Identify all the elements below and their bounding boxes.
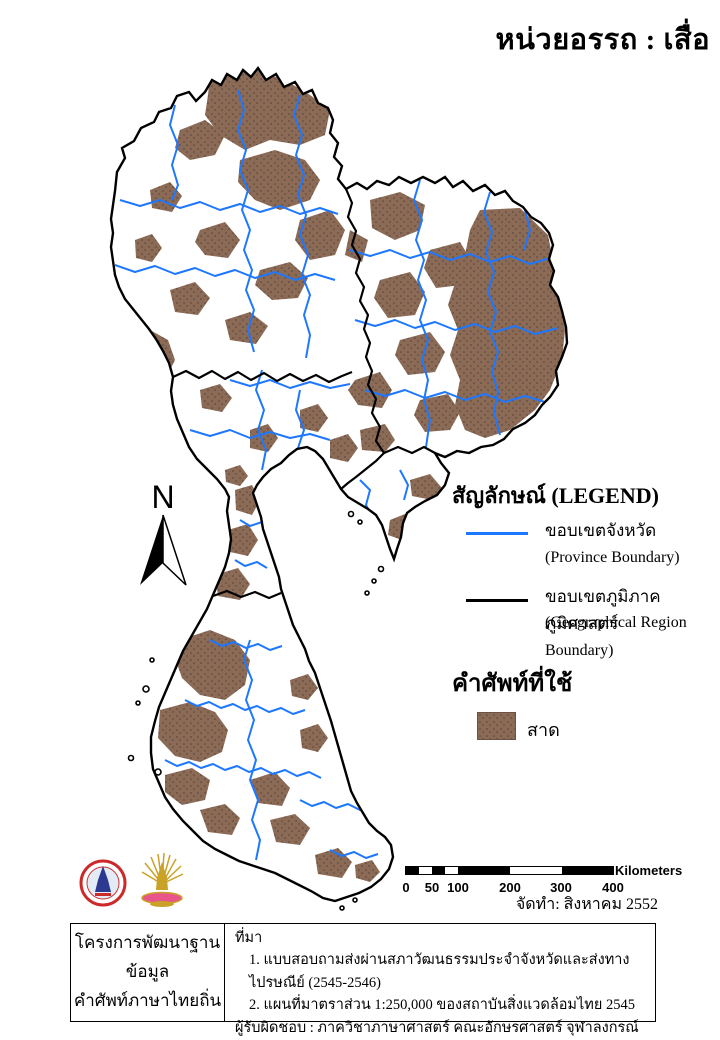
scale-tick: 400 [602, 880, 624, 895]
dialect-term-swatch-icon [477, 712, 516, 740]
scale-segment [510, 867, 562, 874]
province-boundary-line-icon [466, 532, 528, 535]
map-title: หน่วยอรรถ : เสื่อ [495, 24, 710, 56]
scale-tick: 300 [550, 880, 572, 895]
project-line1: โครงการพัฒนาฐานข้อมูล [74, 933, 221, 982]
legend-province-label-en: (Province Boundary) [545, 549, 680, 566]
scale-unit-label: Kilometers [615, 863, 683, 878]
north-arrow-icon: N [140, 479, 187, 586]
footer-info-box: โครงการพัฒนาฐานข้อมูล คำศัพท์ภาษาไทยถิ่น… [70, 923, 656, 1036]
legend-region-label-en-line1: (Geographical Region [545, 614, 687, 631]
source-item: 1. แบบสอบถามส่งผ่านสภาวัฒนธรรมประจำจังหว… [249, 952, 630, 991]
project-name-cell: โครงการพัฒนาฐานข้อมูล คำศัพท์ภาษาไทยถิ่น [71, 924, 225, 1021]
scale-segment [419, 867, 432, 874]
scale-segment [432, 867, 445, 874]
scale-segment [406, 867, 419, 874]
scale-segment [445, 867, 458, 874]
legend-province-label-th: ขอบเขตจังหวัด [545, 521, 657, 540]
dialect-patches [135, 68, 565, 882]
terms-heading: คำศัพท์ที่ใช้ [452, 671, 573, 697]
responsible-line: ผู้รับผิดชอบ : ภาควิชาภาษาศาสตร์ คณะอักษ… [235, 1019, 639, 1036]
scale-tick: 0 [402, 880, 410, 895]
source-item: 2. แผนที่มาตราส่วน 1:250,000 ของสถาบันสิ… [249, 997, 635, 1014]
north-label: N [151, 479, 174, 515]
credit-date: จัดทำ: สิงหาคม 2552 [515, 896, 658, 913]
scale-tick: 200 [499, 880, 521, 895]
scale-segment [562, 867, 613, 874]
chulalongkorn-emblem-logo [141, 852, 184, 907]
region-boundary-line-icon [466, 599, 528, 602]
dialect-term-label: สาด [527, 720, 560, 740]
legend-region-label-th: ขอบเขตภูมิภาคภูมิศาสตร์ [545, 587, 661, 633]
legend-heading: สัญลักษณ์ (LEGEND) [452, 483, 659, 508]
legend-region-label-en-line2: Boundary) [545, 642, 614, 659]
scale-tick: 50 [424, 880, 440, 895]
islands [127, 510, 385, 911]
scale-tick: 100 [447, 880, 469, 895]
source-cell: ที่มา 1. แบบสอบถามส่งผ่านสภาวัฒนธรรมประจ… [225, 924, 655, 1036]
province-boundaries [114, 89, 559, 861]
region-boundaries [172, 188, 436, 600]
source-heading: ที่มา [235, 930, 263, 946]
project-line2: คำศัพท์ภาษาไทยถิ่น [73, 990, 222, 1010]
scale-segment [458, 867, 510, 874]
scale-bar [405, 866, 614, 875]
royal-institute-seal-logo [79, 859, 127, 907]
